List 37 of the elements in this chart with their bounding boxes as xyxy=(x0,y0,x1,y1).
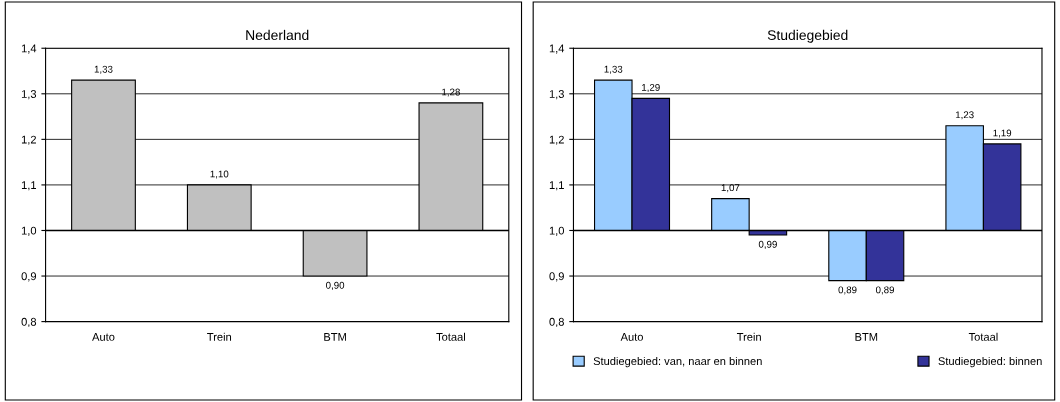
y-tick-label: 1,4 xyxy=(549,44,565,54)
x-tick-label: Totaal xyxy=(436,332,465,341)
y-tick-label: 1,3 xyxy=(549,90,564,100)
x-tick-label: Auto xyxy=(620,333,643,341)
data-label: 0,99 xyxy=(758,240,777,249)
y-tick-label: 1,2 xyxy=(549,135,564,145)
y-tick-label: 1,1 xyxy=(21,181,37,191)
chart-title: Studiegebied xyxy=(767,29,848,43)
y-tick-label: 1,4 xyxy=(21,44,37,54)
data-label: 1,23 xyxy=(955,111,974,120)
y-tick-label: 0,9 xyxy=(549,272,564,282)
data-label: 1,19 xyxy=(993,129,1012,138)
x-tick-label: BTM xyxy=(324,333,346,341)
y-tick-label: 1,2 xyxy=(21,135,36,145)
y-tick-label: 0,8 xyxy=(549,317,564,328)
x-tick-label: Trein xyxy=(736,332,761,341)
y-tick-label: 1,0 xyxy=(549,226,564,236)
data-label: 0,89 xyxy=(838,286,857,295)
y-tick-label: 0,8 xyxy=(21,317,37,328)
legend-label: Studiegebied: van, naar en binnen xyxy=(593,356,762,368)
data-label: 1,29 xyxy=(642,83,660,93)
y-tick-label: 1,1 xyxy=(549,181,564,191)
data-label: 1,33 xyxy=(604,65,623,74)
chart-title: Nederland xyxy=(246,29,309,41)
x-tick-label: BTM xyxy=(855,333,878,341)
y-tick-label: 1,3 xyxy=(21,90,37,100)
data-label: 1,10 xyxy=(210,170,229,179)
data-label: 0,90 xyxy=(326,281,345,290)
legend-label: Studiegebied: binnen xyxy=(938,356,1042,368)
data-label: 1,07 xyxy=(721,184,740,193)
data-label: 0,89 xyxy=(875,286,895,295)
x-tick-label: Auto xyxy=(92,333,115,341)
data-label: 1,33 xyxy=(94,65,113,74)
y-tick-label: 0,9 xyxy=(21,272,37,282)
x-tick-label: Totaal xyxy=(968,332,998,341)
y-tick-label: 1,0 xyxy=(21,226,37,236)
x-tick-label: Trein xyxy=(207,332,232,341)
